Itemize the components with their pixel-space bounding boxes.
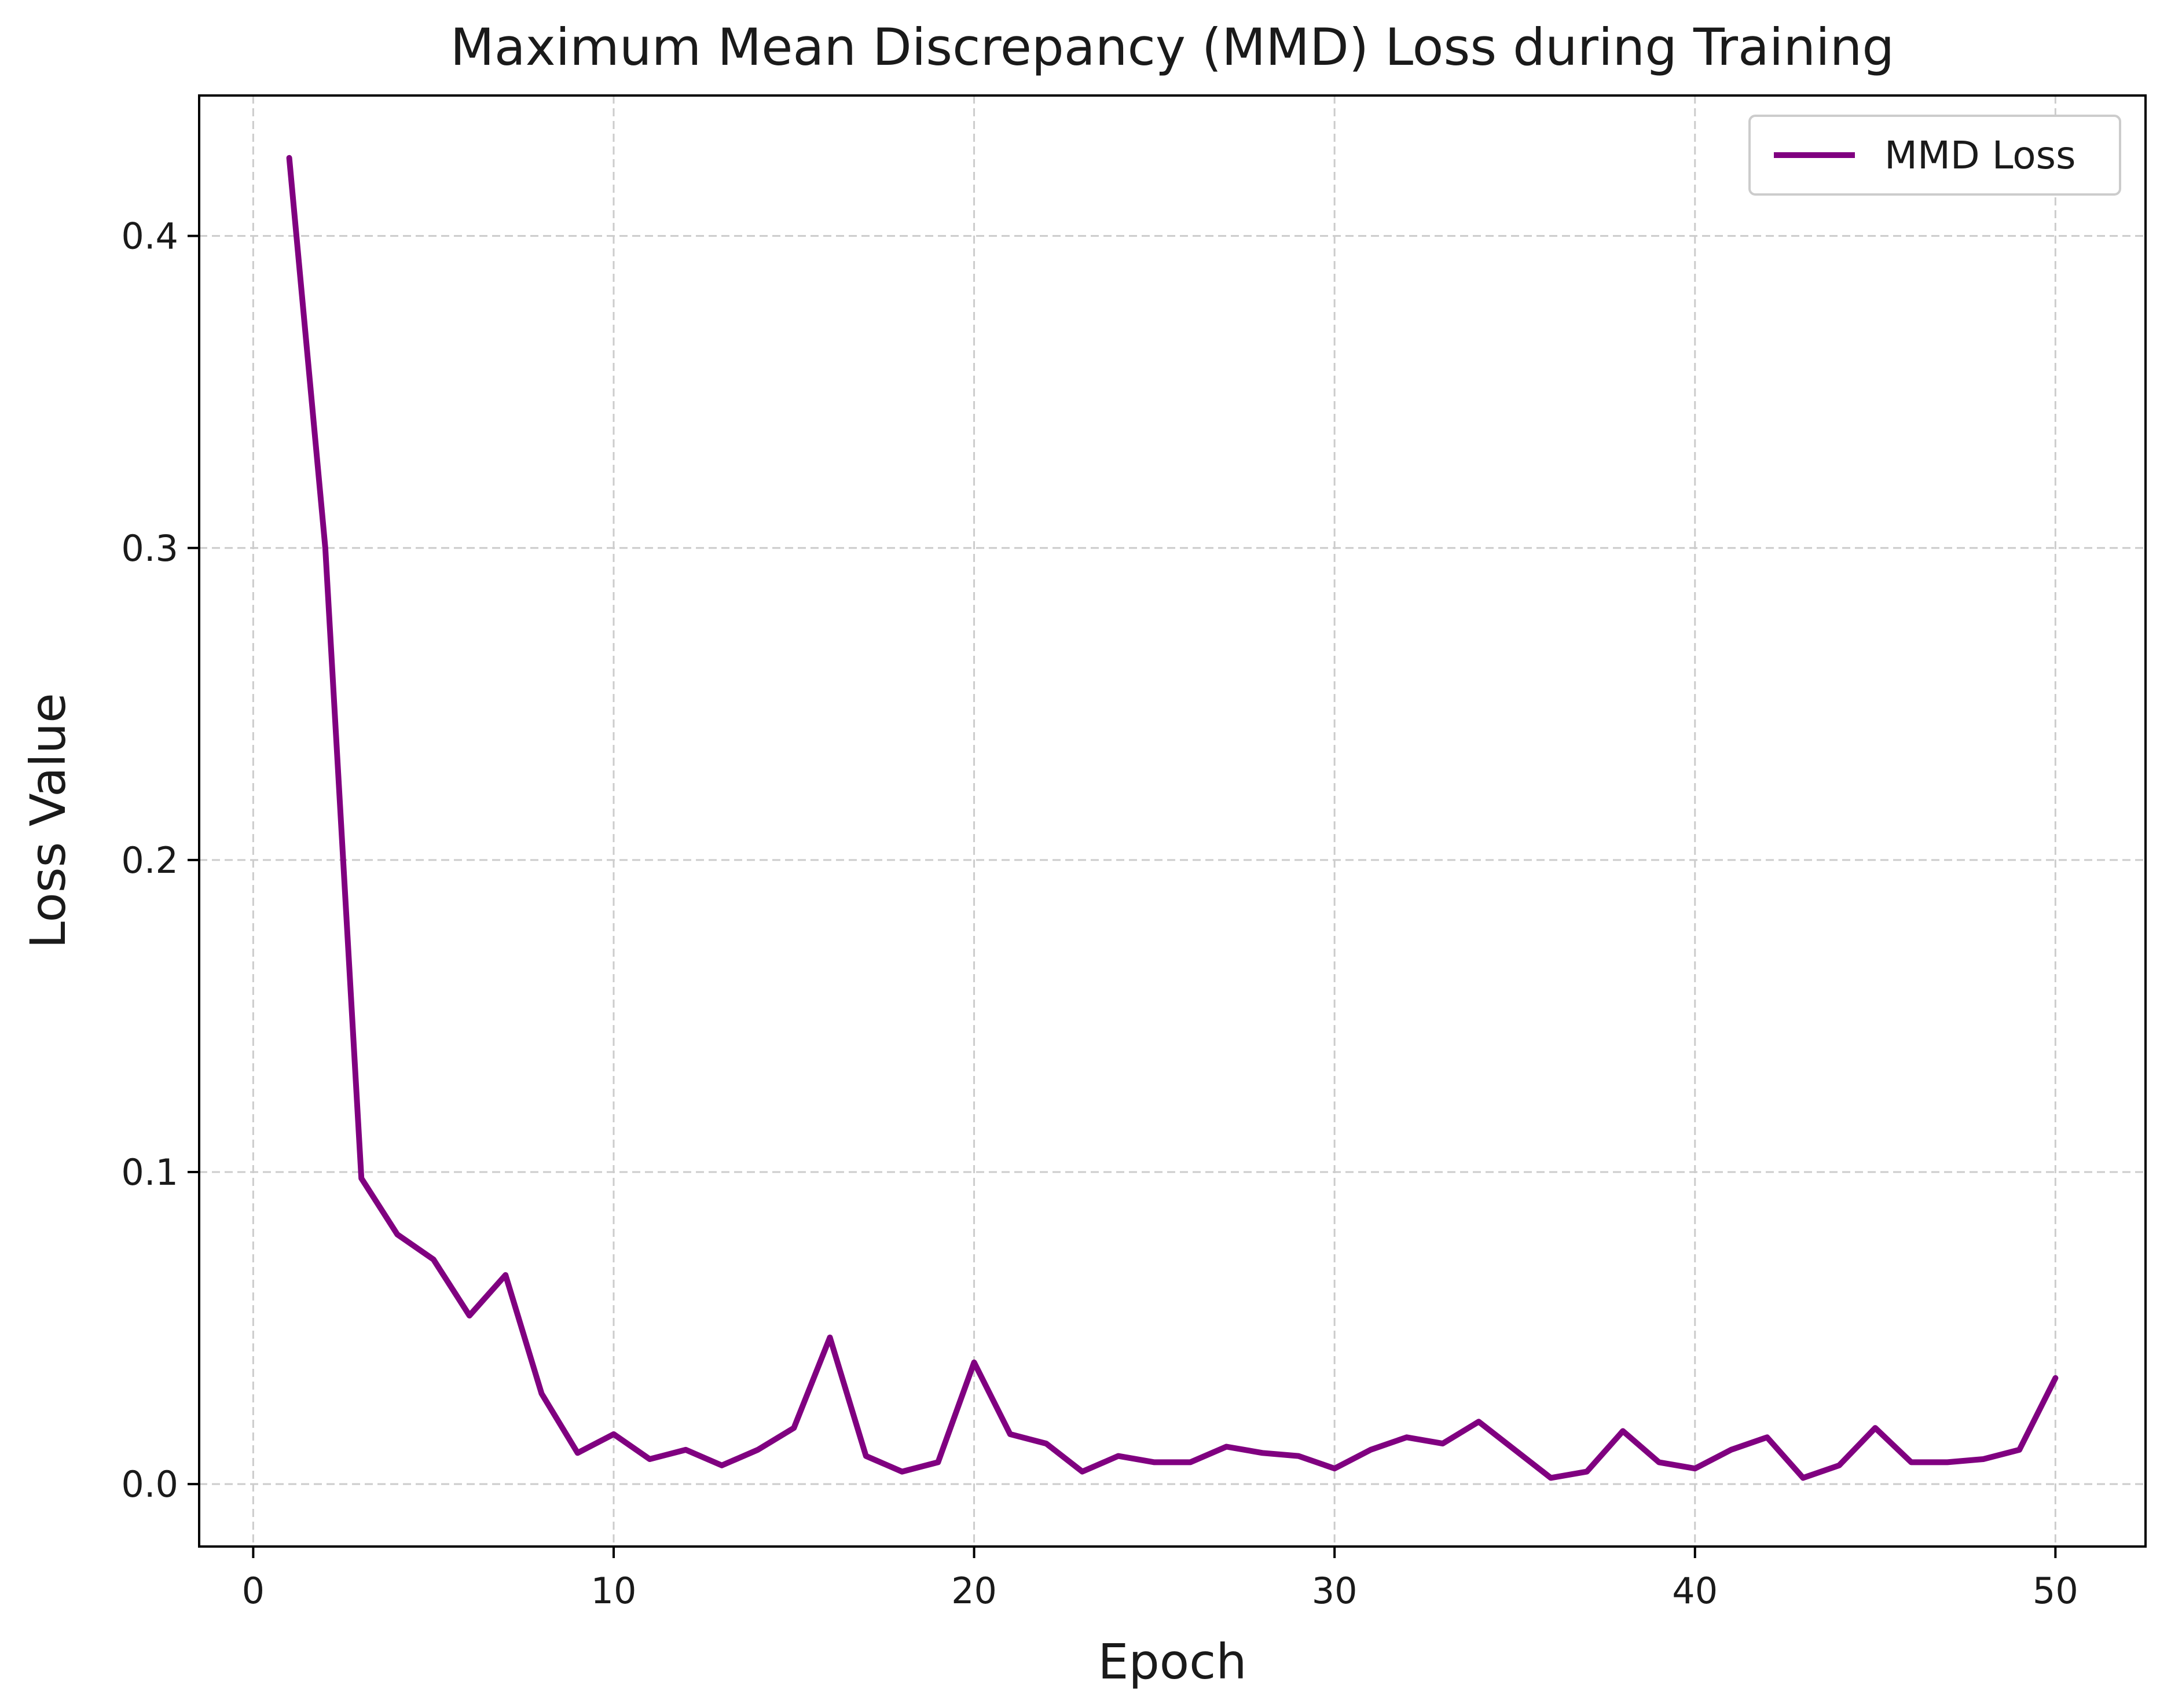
y-axis-ticks: 0.0 0.1 0.2 0.3 0.4 [121,215,199,1505]
chart-title: Maximum Mean Discrepancy (MMD) Loss duri… [450,17,1894,77]
x-axis-ticks: 0 10 20 30 40 50 [242,1547,2078,1612]
y-axis-label: Loss Value [20,693,76,949]
plot-frame [198,94,2147,1548]
series-layer [286,155,2059,1481]
y-tick-label: 0.2 [121,839,178,881]
x-tick-label: 0 [242,1570,265,1612]
y-tick-label: 0.3 [121,527,178,570]
y-tick-label: 0.0 [121,1463,178,1505]
x-tick-label: 40 [1672,1570,1718,1612]
series-line-mmd-loss [286,155,2059,1481]
x-axis-label: Epoch [1098,1633,1246,1690]
plot-area [199,95,2146,1547]
x-tick-label: 10 [591,1570,637,1612]
x-tick-label: 50 [2033,1570,2078,1612]
y-tick-label: 0.4 [121,215,178,258]
legend: MMD Loss [1748,115,2121,196]
grid [199,95,2146,1547]
legend-box [1748,115,2121,196]
x-tick-label: 30 [1312,1570,1358,1612]
y-tick-label: 0.1 [121,1151,178,1193]
legend-label: MMD Loss [1884,133,2075,178]
x-tick-label: 20 [951,1570,997,1612]
